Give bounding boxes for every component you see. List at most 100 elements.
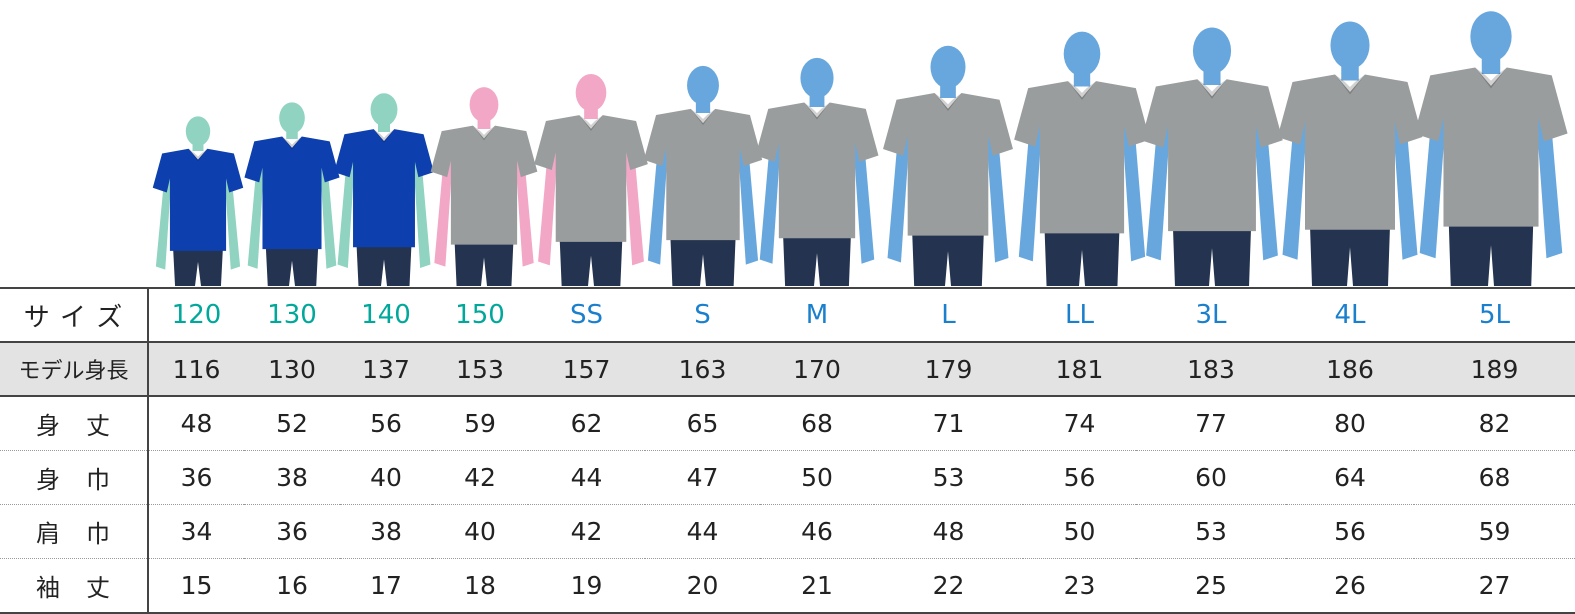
size-chart-table: サ イ ズ 120 130 140 150 SS S M L LL 3L 4L 5L モデル身長 116 13…: [0, 287, 1575, 614]
cell-width: 50: [760, 450, 874, 505]
cell-width: 36: [148, 450, 244, 505]
model-figure-4L: [1277, 21, 1423, 286]
cell-height: 163: [645, 341, 760, 397]
cell-length: 80: [1286, 395, 1414, 451]
row-height: モデル身長 116 130 137 153 157 163 170 179 181 183 186 18…: [0, 341, 1575, 397]
jeans: [1172, 227, 1252, 286]
row-label-length: 身 丈: [0, 395, 149, 451]
polo-shirt: [1014, 81, 1150, 234]
cell-size: S: [645, 287, 760, 342]
head: [575, 74, 607, 112]
cell-width: 68: [1414, 450, 1575, 505]
cell-height: 153: [432, 341, 528, 397]
cell-size: SS: [528, 287, 645, 342]
cell-length: 65: [645, 395, 760, 451]
jeans: [559, 237, 623, 286]
jeans: [173, 246, 223, 286]
cell-size: L: [874, 287, 1023, 342]
polo-shirt: [1141, 79, 1283, 232]
cell-length: 74: [1023, 395, 1136, 451]
row-label-size: サ イ ズ: [0, 287, 149, 342]
cell-length: 52: [244, 395, 340, 451]
jeans: [912, 231, 984, 286]
row-size: サ イ ズ 120 130 140 150 SS S M L LL 3L 4L 5L: [0, 287, 1575, 342]
cell-length: 82: [1414, 395, 1575, 451]
cell-size: 130: [244, 287, 340, 342]
cell-sleeve: 20: [645, 558, 760, 614]
cell-sleeve: 27: [1414, 558, 1575, 614]
collar: [472, 125, 496, 141]
model-figure-L: [883, 45, 1013, 286]
head: [185, 116, 211, 147]
cell-sleeve: 21: [760, 558, 874, 614]
cell-width: 53: [874, 450, 1023, 505]
head: [469, 87, 499, 123]
cell-height: 157: [528, 341, 645, 397]
cell-height: 116: [148, 341, 244, 397]
model-figure-M: [755, 57, 879, 286]
cell-sleeve: 19: [528, 558, 645, 614]
collar: [690, 108, 716, 126]
cell-sleeve: 18: [432, 558, 528, 614]
cell-shoulder: 56: [1286, 504, 1414, 559]
polo-shirt: [334, 129, 434, 248]
cell-sleeve: 17: [340, 558, 432, 614]
head: [1063, 31, 1101, 77]
cell-sleeve: 23: [1023, 558, 1136, 614]
cell-sleeve: 15: [148, 558, 244, 614]
head: [1470, 11, 1512, 62]
cell-size: 4L: [1286, 287, 1414, 342]
cell-width: 56: [1023, 450, 1136, 505]
cell-shoulder: 36: [244, 504, 340, 559]
cell-shoulder: 42: [528, 504, 645, 559]
model-figure-5L: [1414, 11, 1568, 286]
collar: [282, 136, 302, 150]
collar: [373, 129, 395, 143]
cell-height: 186: [1286, 341, 1414, 397]
head: [279, 102, 305, 134]
model-figure-130: [244, 102, 340, 286]
polo-shirt: [244, 136, 340, 250]
polo-shirt: [1277, 74, 1423, 230]
jeans: [454, 240, 514, 286]
head: [687, 65, 719, 105]
jeans: [1448, 222, 1534, 286]
collar: [579, 115, 603, 131]
row-width: 身 巾 36 38 40 42 44 47 50 53 56 60 64 68: [0, 450, 1575, 505]
jeans: [1310, 225, 1390, 286]
cell-height: 137: [340, 341, 432, 397]
cell-height: 181: [1023, 341, 1136, 397]
cell-width: 40: [340, 450, 432, 505]
head: [1330, 21, 1370, 70]
cell-shoulder: 59: [1414, 504, 1575, 559]
cell-shoulder: 48: [874, 504, 1023, 559]
cell-shoulder: 40: [432, 504, 528, 559]
polo-shirt: [430, 125, 538, 245]
model-figures: [152, 11, 1568, 286]
cell-size: 5L: [1414, 287, 1575, 342]
cell-width: 47: [645, 450, 760, 505]
collar: [934, 93, 962, 111]
cell-height: 130: [244, 341, 340, 397]
model-figure-140: [334, 93, 434, 286]
cell-shoulder: 34: [148, 504, 244, 559]
row-label-width: 身 巾: [0, 450, 149, 505]
cell-shoulder: 46: [760, 504, 874, 559]
polo-shirt: [534, 115, 648, 242]
row-label-sleeve: 袖 丈: [0, 558, 149, 614]
cell-sleeve: 25: [1136, 558, 1286, 614]
cell-length: 71: [874, 395, 1023, 451]
polo-shirt: [643, 108, 763, 241]
cell-length: 68: [760, 395, 874, 451]
head: [370, 93, 398, 126]
cell-length: 62: [528, 395, 645, 451]
cell-width: 38: [244, 450, 340, 505]
cell-shoulder: 53: [1136, 504, 1286, 559]
cell-shoulder: 50: [1023, 504, 1136, 559]
cell-height: 189: [1414, 341, 1575, 397]
model-figure-SS: [534, 74, 648, 286]
jeans: [265, 245, 319, 286]
cell-size: 120: [148, 287, 244, 342]
cell-width: 60: [1136, 450, 1286, 505]
jeans: [1044, 229, 1120, 286]
